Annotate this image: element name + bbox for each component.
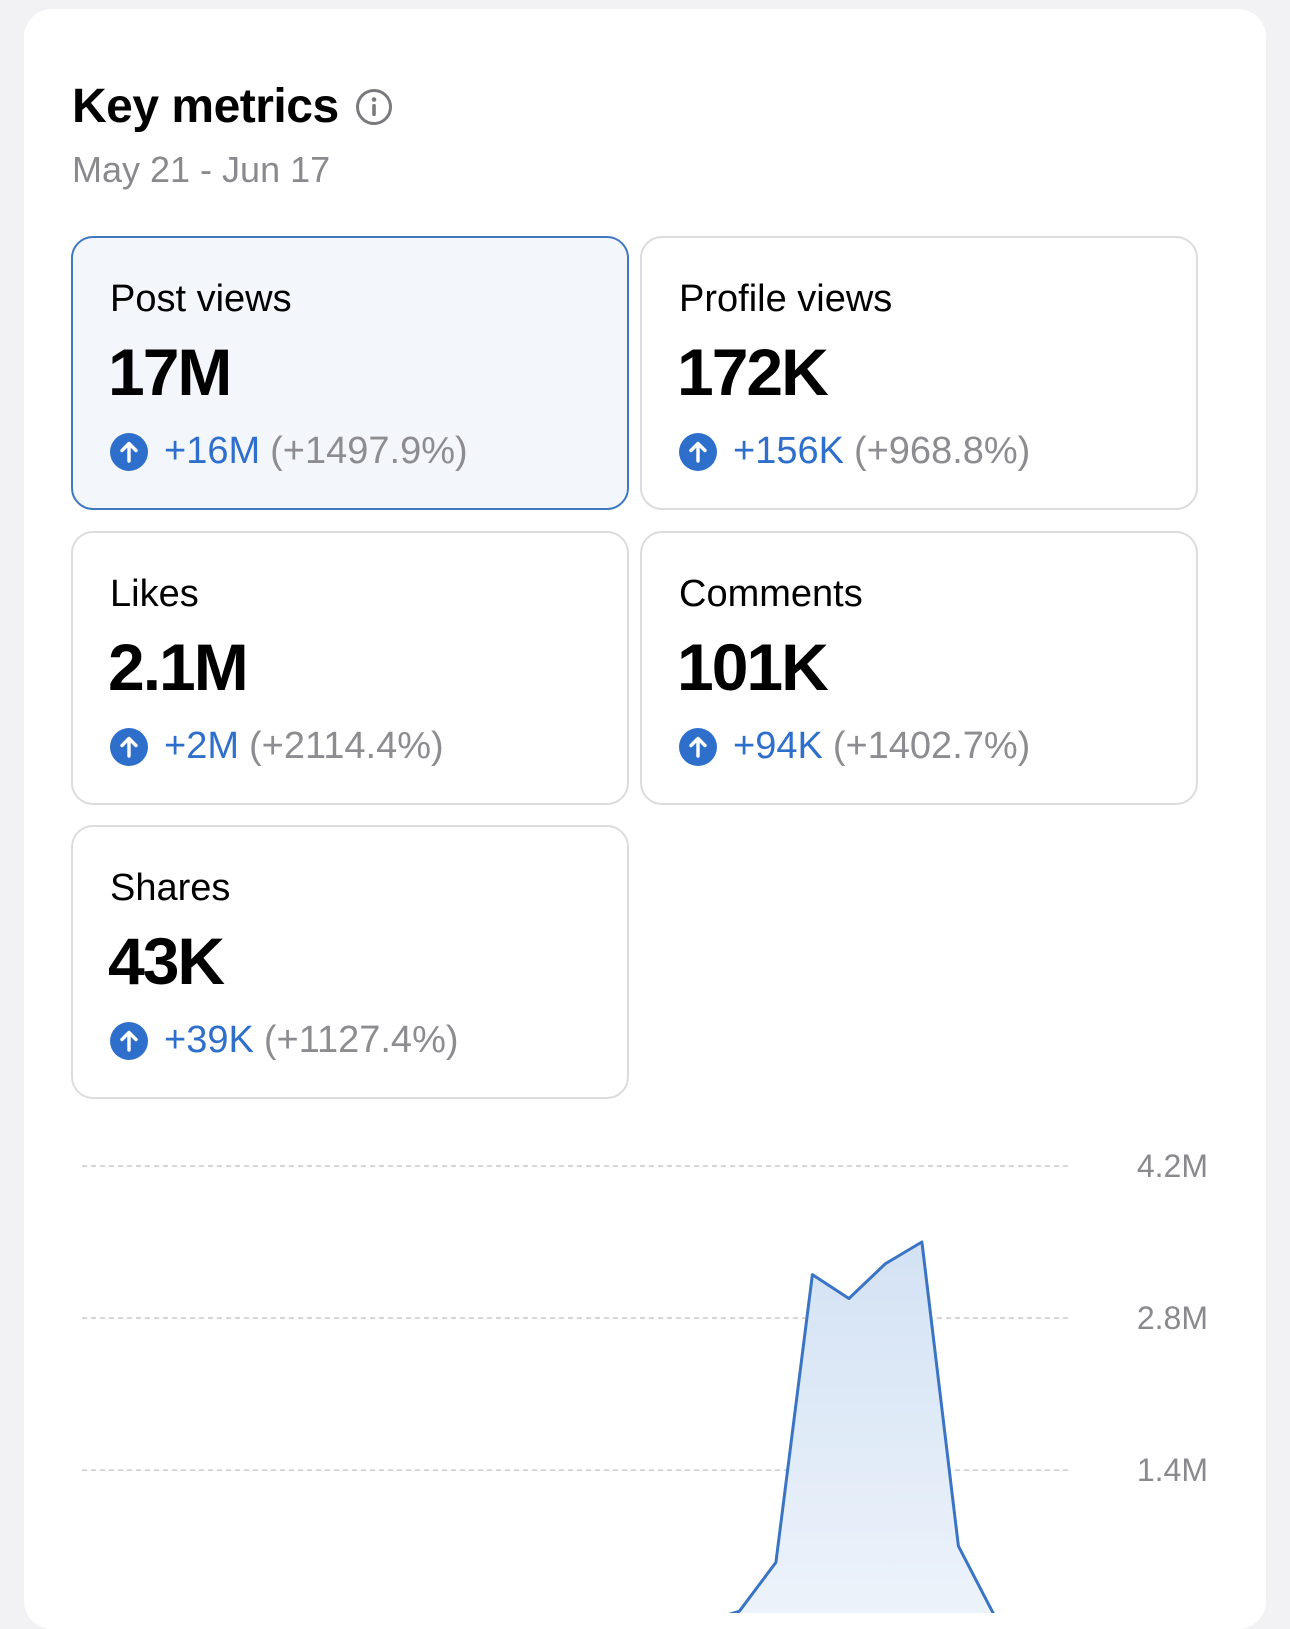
arrow-up-icon — [679, 727, 717, 766]
metric-tile-comments[interactable]: Comments 101K +94K (+1402.7%) — [640, 531, 1198, 805]
y-tick-label: 4.2M — [1137, 1148, 1208, 1184]
info-icon[interactable] — [355, 88, 393, 126]
metric-tile-profile-views[interactable]: Profile views 172K +156K (+968.8%) — [640, 236, 1198, 510]
arrow-up-icon — [110, 1021, 148, 1060]
delta-percent: (+1402.7%) — [832, 725, 1031, 767]
chart-area-fill — [733, 1242, 994, 1613]
y-tick-label: 1.4M — [1137, 1452, 1208, 1488]
delta-absolute: +2M — [164, 725, 239, 767]
metric-value: 172K — [677, 335, 829, 409]
page-title: Key metrics — [72, 80, 339, 133]
metric-delta: +16M (+1497.9%) — [110, 430, 468, 473]
metric-delta: +94K (+1402.7%) — [679, 725, 1030, 768]
metric-label: Shares — [110, 867, 231, 909]
delta-absolute: +94K — [733, 725, 823, 767]
delta-absolute: +39K — [164, 1019, 254, 1061]
arrow-up-icon — [679, 432, 717, 471]
metric-label: Profile views — [679, 278, 893, 320]
chart-series-line — [728, 1240, 995, 1613]
delta-absolute: +156K — [733, 430, 844, 472]
metric-tile-post-views[interactable]: Post views 17M +16M (+1497.9%) — [71, 236, 629, 510]
y-tick-label: 2.8M — [1137, 1300, 1208, 1336]
metric-label: Post views — [110, 278, 292, 320]
metric-label: Likes — [110, 573, 199, 615]
delta-percent: (+1497.9%) — [270, 430, 468, 472]
metric-delta: +39K (+1127.4%) — [110, 1019, 459, 1062]
arrow-up-icon — [110, 727, 148, 766]
metric-tile-shares[interactable]: Shares 43K +39K (+1127.4%) — [71, 825, 629, 1099]
delta-percent: (+968.8%) — [853, 430, 1031, 472]
arrow-up-icon — [110, 432, 148, 471]
metric-value: 43K — [108, 924, 225, 998]
metric-value: 101K — [677, 630, 829, 704]
delta-absolute: +16M — [164, 430, 261, 472]
header: Key metrics — [72, 79, 393, 134]
metric-tile-likes[interactable]: Likes 2.1M +2M (+2114.4%) — [71, 531, 629, 805]
metric-value: 2.1M — [108, 630, 249, 704]
delta-percent: (+1127.4%) — [263, 1019, 459, 1061]
metric-delta: +156K (+968.8%) — [679, 430, 1030, 473]
key-metrics-card: Key metrics May 21 - Jun 17 Post views 1… — [24, 9, 1266, 1629]
metric-value: 17M — [108, 335, 232, 409]
metric-label: Comments — [679, 573, 863, 615]
delta-percent: (+2114.4%) — [248, 725, 444, 767]
metric-delta: +2M (+2114.4%) — [110, 725, 444, 768]
date-range: May 21 - Jun 17 — [72, 149, 331, 190]
